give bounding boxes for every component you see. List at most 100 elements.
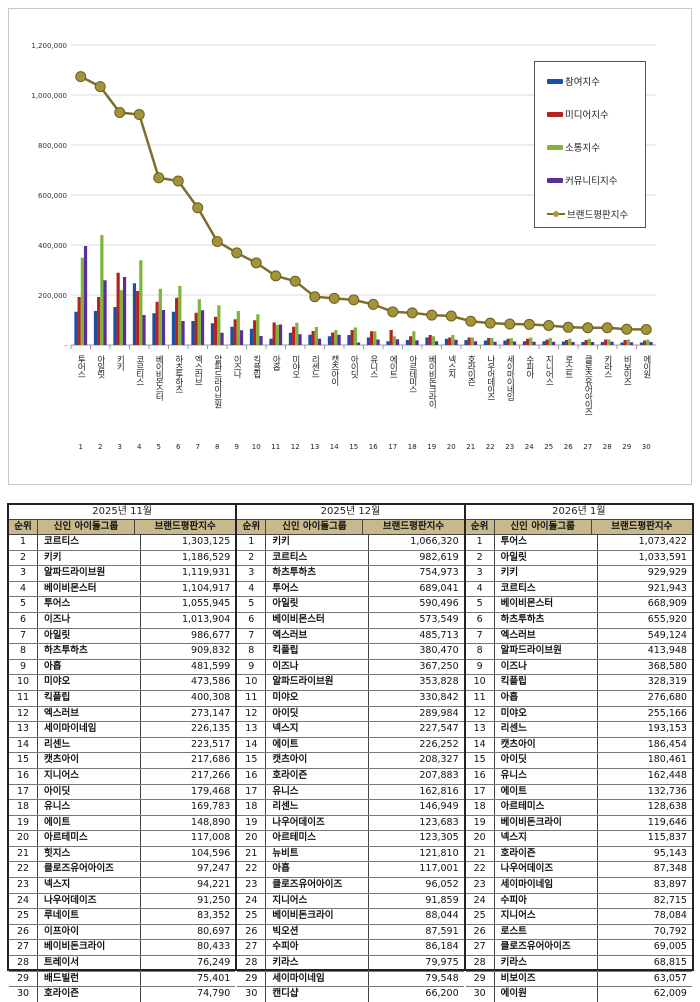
table-row: 21 힛지스 104,596 (9, 846, 236, 863)
header-rank: 순위 (466, 520, 495, 534)
bar-1-15 (347, 335, 351, 345)
rank-cell: 17 (237, 784, 267, 800)
rank-cell: 15 (9, 753, 38, 768)
x-category-label: 에이트 (388, 355, 398, 378)
rank-cell: 2 (237, 550, 267, 566)
table-row: 15 캣츠아이 208,327 (237, 753, 464, 769)
table-row: 24 나우어데이즈 91,250 (9, 893, 236, 910)
rank-cell: 27 (237, 940, 267, 956)
score-cell: 74,790 (197, 988, 231, 1000)
ranking-table: 2025년 11월 순위 신인 아이돌그룹 브랜드평판지수 1 코르티스 1,303,125… (7, 503, 694, 1002)
bar-4-17 (395, 339, 400, 345)
rank-cell: 7 (466, 628, 495, 644)
bar-2-10 (253, 320, 257, 345)
table-row: 6 이즈나 1,013,904 (9, 612, 236, 629)
table-row: 20 넥스지 115,837 (465, 831, 692, 847)
legend-label: 브랜드평판지수 (567, 210, 629, 221)
score-cell: 148,890 (191, 816, 231, 828)
score-cell: 1,066,320 (410, 536, 459, 547)
rank-cell: 6 (9, 612, 38, 628)
line-marker-6 (172, 175, 184, 187)
bar-4-13 (317, 338, 322, 345)
bar-3-12 (295, 322, 299, 345)
x-category-label: 코르티스 (134, 355, 144, 385)
bar-4-14 (337, 334, 341, 345)
bar-2-21 (467, 337, 471, 345)
x-rank-label: 1 (79, 443, 83, 451)
y-tick-label: 800,000 (38, 142, 67, 150)
score-cell: 123,683 (419, 816, 459, 828)
x-category-label: 키라스 (602, 355, 612, 378)
x-rank-label: 15 (349, 443, 358, 451)
rank-cell: 22 (237, 862, 267, 878)
table-row: 25 지니어스 78,084 (465, 909, 692, 925)
bar-3-3 (119, 290, 123, 345)
score-cell: 87,348 (653, 863, 687, 875)
table-row: 4 코르티스 921,943 (465, 581, 692, 598)
bar-4-6 (181, 321, 185, 345)
line-marker-28 (601, 322, 613, 334)
x-category-label: 세이마이네임 (505, 355, 515, 401)
line-marker-24 (523, 318, 535, 330)
score-cell: 223,517 (191, 738, 231, 750)
group-name-cell: 뉴비트 (266, 846, 370, 862)
group-name-cell: 이즈나 (266, 659, 370, 675)
group-name-cell: 트레이서 (38, 956, 141, 971)
rank-cell: 1 (9, 535, 38, 550)
score-cell: 104,596 (191, 847, 231, 859)
table-row: 7 엑스러브 549,124 (465, 628, 692, 645)
score-cell: 380,470 (419, 645, 459, 657)
score-cell: 80,697 (197, 925, 231, 937)
x-category-label: 투어스 (76, 355, 86, 378)
bar-1-9 (230, 326, 234, 345)
x-rank-label: 28 (603, 443, 612, 451)
score-cell: 179,468 (191, 785, 231, 797)
rank-cell: 4 (237, 581, 267, 597)
line-marker-14 (328, 292, 340, 304)
x-rank-label: 3 (118, 443, 122, 451)
bar-2-23 (506, 338, 510, 345)
bar-3-13 (314, 327, 318, 345)
group-name-cell: 클로즈유어아이즈 (38, 862, 141, 878)
header-name: 신인 아이돌그룹 (266, 520, 364, 534)
rank-cell: 2 (466, 550, 495, 566)
score-cell: 80,433 (197, 941, 231, 953)
line-marker-29 (621, 323, 633, 335)
score-cell: 1,055,945 (181, 598, 231, 610)
group-name-cell: 투어스 (38, 597, 141, 612)
group-name-cell: 코르티스 (38, 535, 141, 550)
x-rank-label: 6 (176, 443, 181, 451)
group-name-cell: 지니어스 (266, 893, 370, 909)
legend-item-brand-reputation: 브랜드평판지수 (547, 207, 628, 221)
line-marker-21 (465, 315, 477, 327)
rank-cell: 11 (466, 690, 495, 706)
table-row: 20 아르테미스 117,008 (9, 831, 236, 847)
group-name-cell: 투어스 (266, 581, 370, 597)
x-category-label: 수피아 (524, 355, 534, 379)
table-row: 11 아홉 276,680 (465, 690, 692, 707)
score-cell: 68,815 (653, 957, 687, 969)
table-row: 26 이프아이 80,697 (9, 924, 236, 941)
x-rank-label: 22 (486, 443, 495, 451)
score-cell: 79,975 (425, 957, 459, 969)
rank-cell: 21 (466, 846, 495, 862)
score-cell: 123,305 (419, 832, 459, 844)
table-row: 22 아홉 117,001 (237, 862, 464, 879)
rank-cell: 3 (9, 566, 38, 581)
group-name-cell: 이즈나 (495, 659, 598, 675)
score-cell: 69,005 (653, 941, 687, 953)
table-header-row: 순위 신인 아이돌그룹 브랜드평판지수 (9, 520, 236, 535)
table-row: 19 에이트 148,890 (9, 815, 236, 832)
x-rank-label: 14 (330, 443, 339, 451)
score-cell: 207,883 (419, 769, 459, 781)
group-name-cell: 아이딧 (38, 784, 141, 800)
group-name-cell: 하츠투하츠 (495, 612, 598, 628)
bar-4-18 (415, 340, 419, 345)
bar-3-22 (490, 338, 494, 345)
score-cell: 909,832 (191, 645, 231, 657)
group-name-cell: 캣츠아이 (266, 753, 370, 768)
rank-cell: 23 (237, 878, 267, 893)
table-row: 18 유니스 169,783 (9, 800, 236, 816)
bar-4-26 (571, 342, 575, 345)
header-name: 신인 아이돌그룹 (495, 520, 592, 534)
